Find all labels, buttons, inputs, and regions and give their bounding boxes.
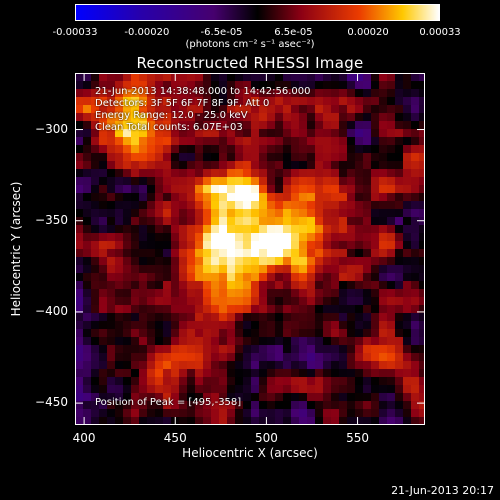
annotation-energy: Energy Range: 12.0 - 25.0 keV — [95, 110, 248, 121]
annotation-detectors: Detectors: 3F 5F 6F 7F 8F 9F, Att 0 — [95, 98, 270, 109]
heatmap-cells — [75, 73, 425, 425]
colorbar — [75, 4, 440, 21]
y-tick-label: −300 — [35, 121, 68, 136]
x-axis-label: Heliocentric X (arcsec) — [182, 446, 318, 460]
y-tick-label: −400 — [35, 303, 68, 318]
colorbar-tick-label: 0.00033 — [419, 27, 461, 38]
y-tick-label: −350 — [35, 212, 68, 227]
y-axis-label: Heliocentric Y (arcsec) — [9, 181, 23, 317]
x-tick-label: 550 — [346, 431, 369, 445]
annotation-counts: Clean Total counts: 6.07E+03 — [95, 122, 243, 133]
footer-timestamp: 21-Jun-2013 20:17 — [391, 484, 494, 497]
x-tick-label: 400 — [72, 431, 96, 445]
plot-frame — [75, 73, 425, 425]
colorbar-unit-label: (photons cm⁻² s⁻¹ asec⁻²) — [185, 39, 315, 50]
colorbar-tick-label: -0.00033 — [52, 27, 98, 38]
axis-ticks — [75, 73, 425, 425]
x-tick-label: 500 — [254, 431, 278, 445]
chart-title: Reconstructed RHESSI Image — [136, 54, 364, 72]
annotation-peak: Position of Peak = [495,-358] — [95, 397, 242, 408]
annotation-time: 21-Jun-2013 14:38:48.000 to 14:42:56.000 — [95, 86, 311, 97]
heatmap-plot — [75, 73, 425, 425]
colorbar-tick-label: 0.00020 — [347, 27, 389, 38]
colorbar-tick-label: -6.5e-05 — [200, 27, 243, 38]
colorbar-tick-label: -0.00020 — [124, 27, 170, 38]
x-tick-label: 450 — [163, 431, 187, 445]
colorbar-tick-label: 6.5e-05 — [274, 27, 313, 38]
y-tick-label: −450 — [35, 395, 68, 410]
